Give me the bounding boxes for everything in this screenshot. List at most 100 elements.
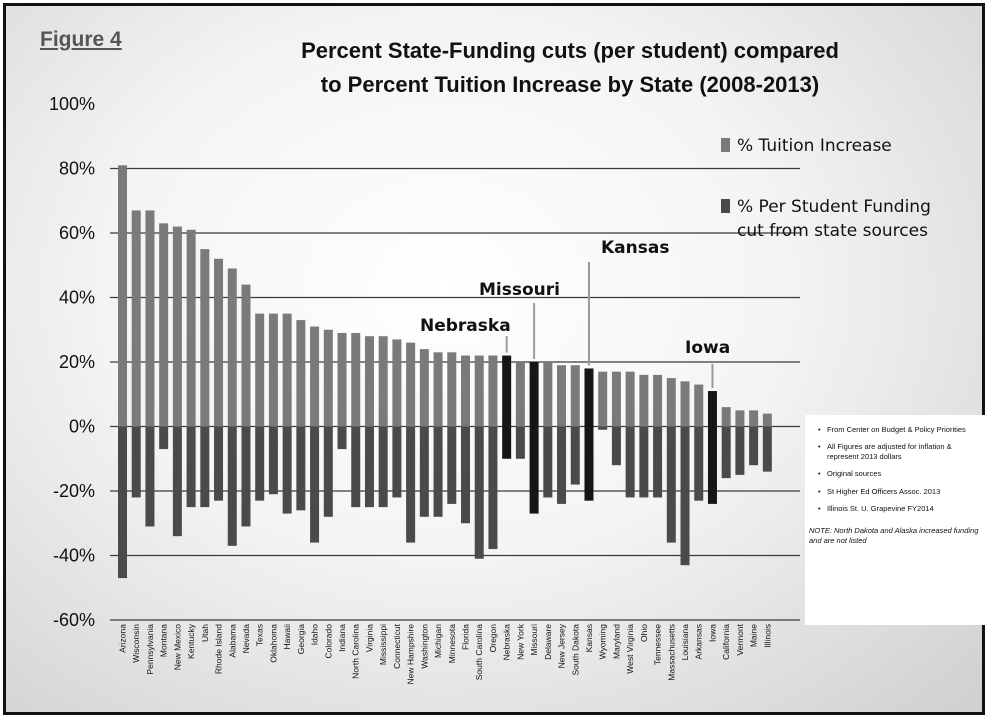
x-tick-label: California	[721, 624, 731, 660]
funding-cut-bar	[735, 426, 745, 475]
funding-cut-bar	[172, 426, 182, 537]
x-tick-label: Pennsylvania	[145, 624, 155, 675]
tuition-bar	[666, 378, 676, 427]
x-tick-label: Florida	[461, 624, 471, 650]
x-tick-label: Missouri	[529, 624, 539, 656]
tuition-bar	[419, 349, 429, 427]
x-tick-label: Iowa	[707, 624, 717, 642]
tuition-bar	[227, 268, 237, 427]
x-tick-label: Michigan	[433, 624, 443, 658]
x-tick-label: Vermont	[735, 623, 745, 655]
tuition-bar	[488, 355, 498, 427]
funding-cut-bar	[639, 426, 649, 498]
tuition-bar	[433, 352, 443, 427]
tuition-bar	[131, 210, 141, 427]
x-tick-label: Idaho	[310, 624, 320, 646]
x-tick-label: Colorado	[323, 624, 333, 659]
x-tick-label: Kansas	[584, 624, 594, 652]
x-tick-label: Nevada	[241, 624, 251, 654]
tuition-bar	[721, 407, 731, 427]
funding-cut-bar	[378, 426, 388, 508]
note-item: From Center on Budget & Policy Prioritie…	[809, 425, 983, 435]
funding-cut-bar	[351, 426, 361, 508]
funding-cut-bar	[749, 426, 759, 466]
funding-cut-bar	[653, 426, 663, 498]
funding-cut-bar	[461, 426, 470, 524]
funding-cut-bar	[488, 426, 498, 550]
note-text: NOTE: North Dakota and Alaska increased …	[809, 525, 979, 545]
funding-cut-bar	[419, 426, 429, 517]
x-tick-label: North Carolina	[351, 624, 361, 679]
x-tick-label: Montana	[159, 624, 169, 657]
x-tick-label: Tennessee	[653, 624, 663, 665]
y-tick-label: -40%	[53, 546, 95, 566]
tuition-bar	[529, 362, 539, 427]
x-axis: Arizona Wisconsin Pennsylvania Montana New M…	[118, 623, 773, 684]
tuition-bar	[735, 410, 745, 427]
tuition-bar	[707, 391, 717, 427]
tuition-bar	[474, 355, 484, 427]
tuition-bar	[282, 313, 292, 427]
annotation-label: Missouri	[479, 280, 560, 300]
tuition-bar	[447, 352, 457, 427]
y-tick-label: 80%	[59, 159, 95, 179]
tuition-bar	[364, 336, 374, 427]
note-item: All Figures are adjusted for inflation &…	[809, 442, 983, 462]
x-tick-label: Utah	[200, 624, 210, 642]
tuition-bar	[241, 284, 251, 427]
note-item: St Higher Ed Officers Assoc. 2013	[809, 487, 983, 497]
x-tick-label: Illinois	[762, 624, 772, 648]
funding-cut-bar	[186, 426, 196, 508]
x-tick-label: Virginia	[364, 624, 374, 652]
tuition-bar	[406, 342, 416, 427]
legend: % Tuition Increase % Per Student Funding…	[721, 136, 931, 241]
x-tick-label: Louisiana	[680, 624, 690, 661]
tuition-bar	[255, 313, 265, 427]
funding-cut-bar	[598, 426, 608, 430]
funding-cut-bar	[145, 426, 155, 527]
tuition-bar	[515, 362, 525, 427]
funding-cut-bar	[255, 426, 265, 501]
funding-cut-bar	[707, 426, 717, 504]
funding-cut-bar	[131, 426, 141, 498]
tuition-bar	[611, 371, 621, 427]
x-tick-label: Rhode Island	[214, 624, 224, 674]
x-tick-label: Oregon	[488, 624, 498, 653]
x-tick-label: Georgia	[296, 624, 306, 655]
funding-cut-bar	[268, 426, 278, 495]
y-tick-label: 60%	[59, 223, 95, 243]
funding-cut-bar	[241, 426, 251, 527]
x-tick-label: New Hampshire	[406, 624, 416, 685]
x-tick-label: Indiana	[337, 624, 347, 652]
tuition-bar	[172, 226, 182, 427]
funding-cut-bar	[680, 426, 690, 566]
x-tick-label: South Dakota	[570, 624, 580, 676]
legend-label-cut-line-2: cut from state sources	[737, 221, 928, 241]
x-tick-label: New York	[515, 623, 525, 660]
funding-cut-bar	[392, 426, 402, 498]
funding-cut-bar	[118, 426, 127, 579]
x-tick-label: Texas	[255, 624, 265, 646]
funding-cut-bar	[310, 426, 320, 543]
x-tick-label: Arkansas	[694, 624, 704, 659]
x-tick-label: Oklahoma	[268, 624, 278, 663]
annotation-label: Iowa	[685, 338, 730, 358]
y-tick-label: 0%	[69, 417, 95, 437]
x-tick-label: Minnesota	[447, 624, 457, 663]
tuition-bar	[625, 371, 635, 427]
funding-cut-bar	[214, 426, 224, 501]
tuition-bar	[502, 355, 512, 427]
funding-cut-bar	[543, 426, 553, 498]
x-tick-label: Ohio	[639, 624, 649, 642]
funding-cut-bar	[515, 426, 525, 459]
tuition-bar	[570, 365, 580, 427]
y-tick-label: -20%	[53, 481, 95, 501]
legend-label-cut-line-1: % Per Student Funding	[737, 197, 931, 217]
tuition-bar	[351, 332, 361, 427]
funding-cut-bar	[337, 426, 347, 450]
funding-cut-bar	[721, 426, 731, 479]
funding-cut-bar	[502, 426, 512, 459]
bars	[118, 165, 772, 579]
funding-cut-bar	[323, 426, 333, 517]
funding-cut-bar	[666, 426, 676, 543]
